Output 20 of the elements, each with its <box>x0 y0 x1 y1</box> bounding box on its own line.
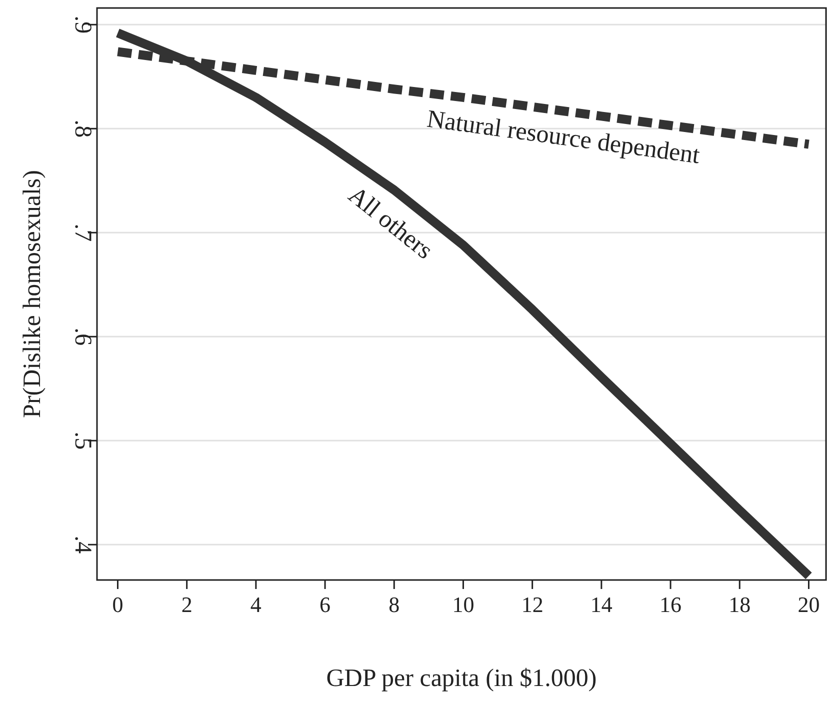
y-tick-label: .7 <box>69 224 96 242</box>
x-tick-label: 20 <box>798 592 820 617</box>
x-axis-title: GDP per capita (in $1.000) <box>326 665 597 692</box>
x-tick-label: 4 <box>250 592 262 617</box>
y-tick-label: .4 <box>69 536 96 554</box>
y-tick-label: .5 <box>69 432 96 450</box>
x-tick-label: 2 <box>181 592 192 617</box>
x-tick-label: 16 <box>660 592 682 617</box>
x-tick-label: 0 <box>112 592 124 617</box>
y-tick-label: .6 <box>69 328 96 346</box>
x-tick-label: 18 <box>728 592 751 617</box>
x-tick-label: 6 <box>320 592 331 617</box>
x-tick-label: 10 <box>452 592 474 617</box>
x-tick-label: 12 <box>521 592 544 617</box>
y-tick-label: .9 <box>69 16 96 34</box>
x-tick-label: 14 <box>590 592 612 617</box>
y-axis-title: Pr(Dislike homosexuals) <box>19 170 46 418</box>
y-tick-label: .8 <box>69 120 96 138</box>
x-tick-label: 8 <box>388 592 400 617</box>
annotation: Natural resource dependent <box>425 106 702 170</box>
